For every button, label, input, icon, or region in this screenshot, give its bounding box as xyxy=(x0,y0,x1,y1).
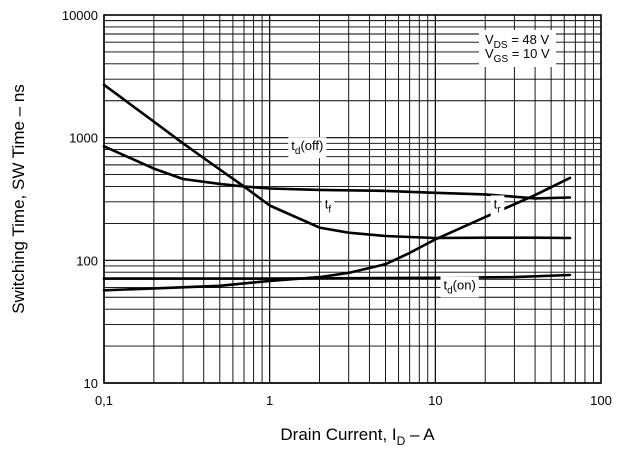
svg-text:tf: tf xyxy=(325,196,332,215)
series-line-tf xyxy=(102,83,572,240)
x-axis-label-sub: D xyxy=(397,434,406,448)
svg-text:tr: tr xyxy=(494,196,502,215)
curves xyxy=(102,83,572,292)
curve-label-bg xyxy=(321,195,335,217)
curve-label-td_on: td(on) xyxy=(440,276,479,298)
x-axis-label-tail: – A xyxy=(405,425,435,444)
curve-label-bg xyxy=(440,276,479,298)
condition-line: VGS = 10 V xyxy=(485,46,550,65)
x-axis-label: Drain Current, ID – A xyxy=(280,425,435,448)
y-tick-label: 100 xyxy=(76,253,98,268)
svg-text:td(off): td(off) xyxy=(291,138,323,157)
conditions-box-bg xyxy=(479,30,557,67)
curve-labels: td(off) tf tr td(on) xyxy=(288,137,505,298)
y-tick-label: 1000 xyxy=(69,131,98,146)
x-axis-label-main: Drain Current, I xyxy=(280,425,396,444)
curve-label-td_off: td(off) xyxy=(288,137,327,159)
x-tick-label: 0,1 xyxy=(95,393,113,408)
x-tick-label: 1 xyxy=(266,393,273,408)
condition-line: VDS = 48 V xyxy=(485,32,549,51)
plot-frame xyxy=(103,14,602,384)
curve-label-bg xyxy=(490,195,505,217)
y-tick-label: 10000 xyxy=(62,8,98,23)
tick-labels: 0,1 1 10 100 10 100 1000 10000 xyxy=(62,8,612,408)
series-line-td_on xyxy=(102,273,572,280)
x-tick-label: 100 xyxy=(590,393,612,408)
series-line-td_off xyxy=(102,145,572,200)
y-axis-label: Switching Time, SW Time – ns xyxy=(9,84,28,314)
x-tick-label: 10 xyxy=(428,393,442,408)
curve-label-bg xyxy=(288,137,327,159)
curve-label-tf: tf xyxy=(321,195,335,217)
svg-text:td(on): td(on) xyxy=(443,277,475,296)
curve-label-tr: tr xyxy=(490,195,505,217)
y-tick-label: 10 xyxy=(84,376,98,391)
